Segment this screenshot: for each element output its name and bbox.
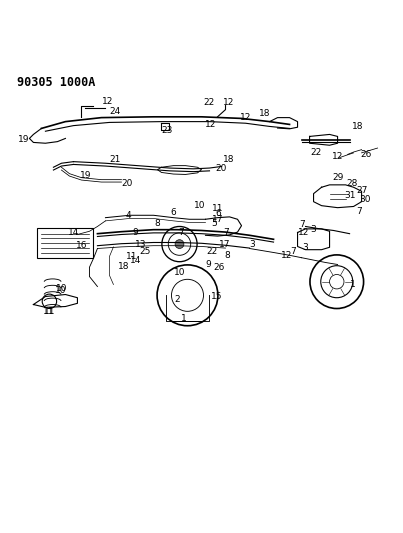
Text: 16: 16 [76,241,87,251]
Text: 7: 7 [299,220,305,229]
Text: 6: 6 [170,208,177,217]
Text: 12: 12 [223,98,235,107]
Text: 15: 15 [211,292,222,301]
Text: 13: 13 [135,240,146,249]
Text: 9: 9 [206,260,212,269]
Text: 12: 12 [298,228,309,237]
Text: 7: 7 [357,207,362,216]
Text: 1: 1 [350,280,356,289]
Text: 8: 8 [155,220,160,229]
Text: 19: 19 [80,171,91,180]
Text: 10: 10 [194,201,205,211]
Text: 20: 20 [122,180,133,189]
Text: 27: 27 [357,186,368,195]
Text: 5: 5 [212,220,217,229]
Text: 6: 6 [216,209,221,219]
Text: 20: 20 [215,164,226,173]
Text: 31: 31 [344,191,355,200]
Text: 17: 17 [219,240,231,249]
Text: 25: 25 [139,247,150,256]
Text: 12: 12 [240,114,251,123]
Circle shape [175,240,184,248]
Text: 29: 29 [333,173,344,182]
Text: 4: 4 [126,211,131,220]
Text: 14: 14 [130,256,141,265]
Text: 18: 18 [118,262,129,271]
Text: 28: 28 [346,180,357,189]
Text: 7: 7 [178,228,183,237]
Text: 26: 26 [214,263,225,272]
Text: 3: 3 [249,240,255,249]
Text: 7: 7 [290,247,296,256]
Text: 90305 1000A: 90305 1000A [17,76,96,90]
Text: 12: 12 [280,252,292,261]
Text: 10: 10 [174,268,185,277]
Text: 11: 11 [126,252,137,261]
Text: 18: 18 [259,109,270,118]
Text: 9: 9 [133,228,138,237]
Text: 23: 23 [162,126,173,135]
Text: 12: 12 [205,120,216,129]
Text: 3: 3 [310,225,316,234]
Text: 12: 12 [102,96,113,106]
Text: 1: 1 [181,313,186,322]
Text: 14: 14 [68,228,79,237]
Text: 10: 10 [55,286,66,295]
Text: 12: 12 [332,152,343,161]
Text: 2: 2 [174,295,179,304]
Text: 7: 7 [223,228,229,237]
Text: 22: 22 [310,148,321,157]
Text: 10: 10 [56,284,67,293]
Text: 19: 19 [18,135,29,144]
Text: 24: 24 [110,108,121,116]
Text: 11: 11 [212,204,223,213]
Text: 21: 21 [110,155,121,164]
Text: 11: 11 [44,306,55,316]
Text: 22: 22 [203,98,214,107]
Text: 3: 3 [302,243,307,252]
Text: 18: 18 [223,155,235,164]
Text: 18: 18 [352,122,364,131]
Text: 11: 11 [43,306,54,316]
Text: 30: 30 [359,196,370,205]
Text: 8: 8 [224,252,231,261]
Text: 26: 26 [361,150,372,159]
Text: 22: 22 [206,247,217,256]
Text: 17: 17 [212,215,223,224]
